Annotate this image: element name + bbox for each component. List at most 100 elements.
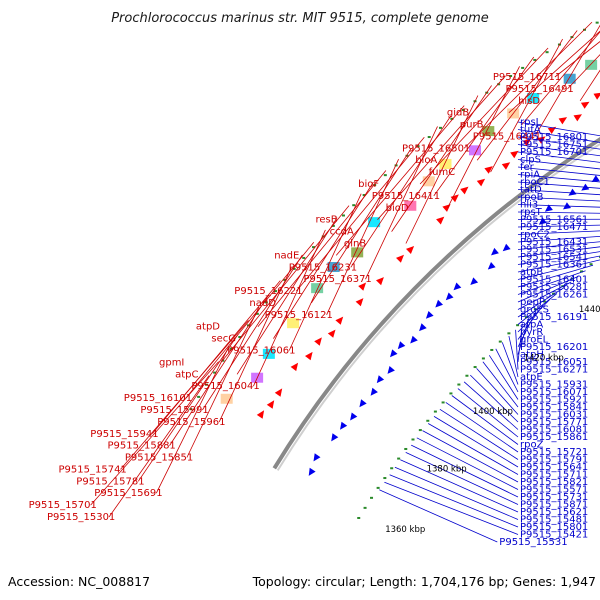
reverse-gene-arrow: [544, 204, 553, 212]
leader-line: [517, 129, 600, 143]
leader-line: [218, 267, 292, 423]
reverse-gene-arrow: [350, 412, 358, 421]
inner-tick: [418, 429, 422, 432]
leader-line: [379, 489, 498, 543]
reverse-gene-label: P9515_16031: [520, 410, 588, 421]
reverse-gene-label: atpA: [520, 320, 543, 331]
reverse-gene-label: groES: [520, 305, 549, 316]
leader-line: [457, 388, 519, 438]
inner-tick: [411, 438, 415, 441]
outer-tick: [189, 408, 193, 411]
reverse-gene-label: P9515_15421: [520, 530, 588, 541]
forward-gene-label: secG: [211, 334, 236, 345]
forward-gene-label: P9515_15701: [29, 500, 97, 511]
outer-tick: [509, 75, 513, 78]
reverse-gene-arrow: [470, 277, 479, 285]
inner-tick: [524, 316, 528, 319]
forward-gene-arrow: [327, 329, 336, 338]
forward-gene-label: nadE: [274, 250, 299, 261]
feature-block: [527, 93, 540, 104]
reverse-gene-label: P9515_15871: [520, 500, 588, 511]
leader-line: [257, 170, 387, 327]
outer-tick: [545, 51, 549, 54]
reverse-gene-arrow: [359, 399, 367, 408]
feature-block: [404, 200, 417, 211]
forward-gene-label: bioF: [358, 179, 379, 190]
leader-line: [534, 24, 600, 137]
reverse-gene-label: P9515_16401: [520, 275, 588, 286]
reverse-gene-arrow: [445, 292, 454, 301]
reverse-gene-label: P9515_16801: [520, 132, 588, 143]
inner-tick: [589, 263, 593, 266]
leader-line: [384, 481, 519, 535]
forward-gene-label: P9515_16491: [506, 84, 574, 95]
forward-gene-label: P9515_16231: [289, 262, 357, 273]
forward-gene-label: hisD: [518, 96, 540, 107]
outer-tick: [416, 145, 420, 148]
reverse-gene-arrow: [308, 467, 316, 476]
forward-gene-label: resB: [316, 215, 338, 226]
outer-tick: [264, 301, 268, 304]
reverse-gene-label: pepP: [520, 297, 545, 308]
feature-block: [262, 348, 275, 359]
reverse-gene-label: atpB: [520, 267, 543, 278]
leader-line: [482, 361, 519, 408]
reverse-gene-arrow: [419, 323, 427, 332]
feature-block: [287, 318, 300, 329]
inner-tick: [383, 477, 387, 480]
inner-tick: [376, 486, 380, 489]
outer-tick: [331, 224, 335, 227]
reverse-gene-arrow: [397, 341, 406, 350]
forward-gene-arrow: [290, 362, 299, 372]
leader-line: [416, 437, 519, 490]
reverse-gene-arrow: [313, 453, 321, 462]
inner-tick: [465, 374, 469, 377]
feature-block: [439, 158, 452, 169]
reverse-gene-arrow: [568, 188, 577, 196]
leader-line: [391, 85, 492, 232]
reverse-gene-label: P9515_15791: [520, 455, 588, 466]
outer-tick: [229, 347, 233, 350]
inner-tick: [490, 348, 494, 351]
forward-gene-arrow: [573, 114, 582, 122]
leader-line: [517, 246, 600, 258]
inner-tick: [457, 383, 461, 386]
forward-gene-label: P9515_15691: [94, 488, 162, 499]
inner-tick: [397, 457, 401, 460]
outer-tick: [427, 136, 431, 139]
accession-label: Accession: NC_008817: [8, 574, 150, 589]
leader-line: [517, 189, 600, 196]
forward-gene-label: P9515_16371: [304, 274, 372, 285]
outer-tick: [311, 246, 315, 249]
leader-line: [517, 196, 600, 202]
forward-gene-label: glnB: [344, 239, 366, 250]
leader-line: [350, 115, 452, 268]
map-title: Prochlorococcus marinus str. MIT 9515, c…: [111, 11, 489, 26]
reverse-gene-arrow: [538, 217, 547, 225]
forward-gene-arrow: [335, 316, 344, 325]
leader-line: [515, 329, 519, 370]
reverse-gene-arrow: [390, 349, 398, 358]
leader-line: [517, 174, 600, 183]
feature-block: [368, 217, 381, 228]
reverse-gene-label: P9515_15801: [520, 522, 588, 533]
leader-line: [447, 66, 520, 208]
reverse-gene-label: P9515_15531: [499, 537, 567, 548]
leader-line: [419, 47, 549, 185]
leader-line: [490, 38, 563, 173]
reverse-gene-arrow: [410, 335, 418, 344]
reverse-gene-label: tufA: [520, 125, 541, 136]
forward-gene-arrow: [580, 101, 590, 109]
reverse-gene-label: P9515_16191: [520, 312, 588, 323]
reverse-gene-arrow: [591, 175, 600, 183]
inner-tick: [533, 308, 537, 311]
leader-line: [517, 323, 523, 363]
forward-gene-label: gpmI: [159, 357, 184, 368]
leader-line: [326, 159, 399, 315]
kbp-marker: 1380 kbp: [427, 464, 467, 474]
leader-line: [517, 276, 579, 303]
forward-gene-arrow: [305, 351, 313, 361]
leader-line: [470, 374, 519, 423]
